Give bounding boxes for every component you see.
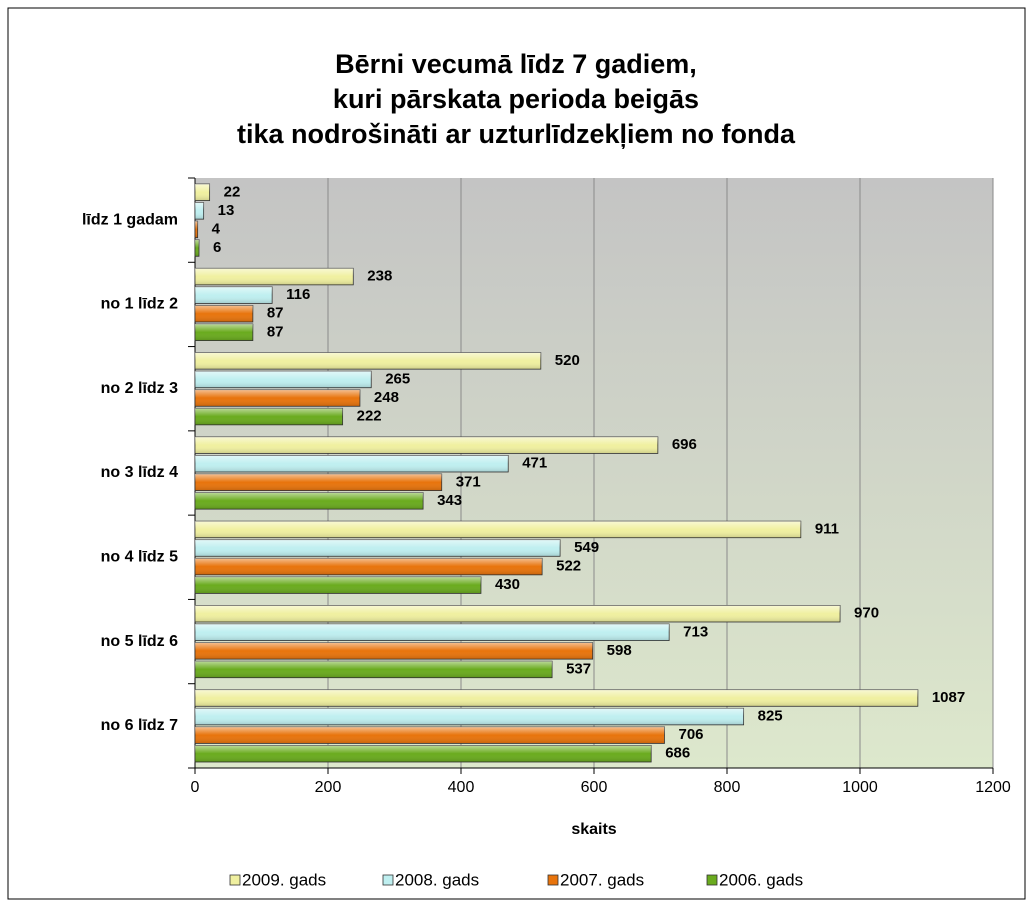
value-label: 13	[218, 202, 235, 219]
bar-shine	[195, 492, 424, 510]
chart-title-line: kuri pārskata perioda beigās	[333, 84, 699, 114]
y-tick-label: no 1 līdz 2	[101, 296, 178, 313]
bar-shine	[195, 624, 670, 641]
bar-shine	[195, 221, 198, 238]
value-label: 1087	[932, 689, 965, 706]
bar-shine	[195, 455, 509, 472]
value-label: 522	[556, 558, 581, 575]
y-tick-label: no 5 līdz 6	[101, 633, 178, 650]
value-label: 6	[213, 239, 221, 256]
y-tick-label: no 6 līdz 7	[101, 717, 178, 734]
y-tick-label: no 2 līdz 3	[101, 380, 178, 397]
x-tick-label: 200	[315, 779, 342, 796]
legend-label: 2009. gads	[242, 870, 326, 889]
value-label: 371	[456, 473, 481, 490]
legend-swatch	[382, 874, 394, 886]
value-label: 22	[224, 183, 241, 200]
legend-swatch	[547, 874, 559, 886]
bar-shine	[195, 661, 553, 678]
bar-shine	[195, 521, 801, 538]
bar-shine	[195, 408, 343, 425]
bar-shine	[195, 305, 253, 322]
bar-shine	[195, 268, 354, 285]
bar-shine	[195, 474, 442, 491]
value-label: 87	[267, 305, 284, 322]
x-axis-label: skaits	[571, 821, 616, 838]
bar-shine	[195, 745, 652, 762]
value-label: 686	[665, 745, 690, 762]
y-tick-label: no 4 līdz 5	[101, 549, 178, 566]
bar-shine	[195, 324, 253, 341]
value-label: 248	[374, 389, 399, 406]
x-tick-label: 600	[581, 779, 608, 796]
value-label: 471	[522, 455, 547, 472]
value-label: 911	[815, 520, 839, 537]
bar-shine	[195, 726, 665, 744]
value-label: 222	[357, 408, 382, 425]
value-label: 4	[212, 220, 221, 237]
value-label: 549	[574, 539, 599, 556]
x-tick-label: 1200	[975, 779, 1011, 796]
x-tick-label: 1000	[842, 779, 878, 796]
bar-shine	[195, 352, 541, 370]
y-tick-label: no 3 līdz 4	[101, 464, 178, 481]
chart-title-line: Bērni vecumā līdz 7 gadiem,	[335, 49, 697, 79]
value-label: 238	[367, 268, 392, 285]
chart-title-line: tika nodrošināti ar uzturlīdzekļiem no f…	[237, 119, 796, 149]
bar-shine	[195, 184, 210, 201]
value-label: 825	[758, 708, 783, 725]
value-label: 265	[385, 370, 410, 387]
legend-label: 2006. gads	[719, 870, 803, 889]
bar-shine	[195, 389, 360, 407]
bar-shine	[195, 286, 273, 304]
value-label: 696	[672, 436, 697, 453]
value-label: 970	[854, 605, 879, 622]
bar-shine	[195, 558, 543, 575]
value-label: 430	[495, 576, 520, 593]
value-label: 713	[683, 623, 708, 640]
bar-shine	[195, 239, 199, 257]
bar-shine	[195, 371, 372, 388]
value-label: 87	[267, 323, 284, 340]
value-label: 598	[607, 642, 632, 659]
value-label: 343	[437, 492, 462, 509]
legend-label: 2008. gads	[395, 870, 479, 889]
value-label: 706	[678, 726, 703, 743]
legend-label: 2007. gads	[560, 870, 644, 889]
bar-shine	[195, 539, 561, 557]
bar-shine	[195, 708, 744, 725]
bar-shine	[195, 576, 481, 594]
x-tick-label: 800	[714, 779, 741, 796]
bar-shine	[195, 202, 204, 220]
y-tick-label: līdz 1 gadam	[82, 211, 178, 228]
bar-shine	[195, 605, 841, 622]
x-tick-label: 0	[191, 779, 200, 796]
legend-swatch	[706, 874, 718, 886]
value-label: 537	[566, 660, 591, 677]
value-label: 116	[286, 286, 310, 303]
bar-shine	[195, 642, 593, 660]
value-label: 520	[555, 352, 580, 369]
legend-swatch	[229, 874, 241, 886]
bar-shine	[195, 436, 658, 454]
x-tick-label: 400	[448, 779, 475, 796]
bar-shine	[195, 689, 918, 707]
